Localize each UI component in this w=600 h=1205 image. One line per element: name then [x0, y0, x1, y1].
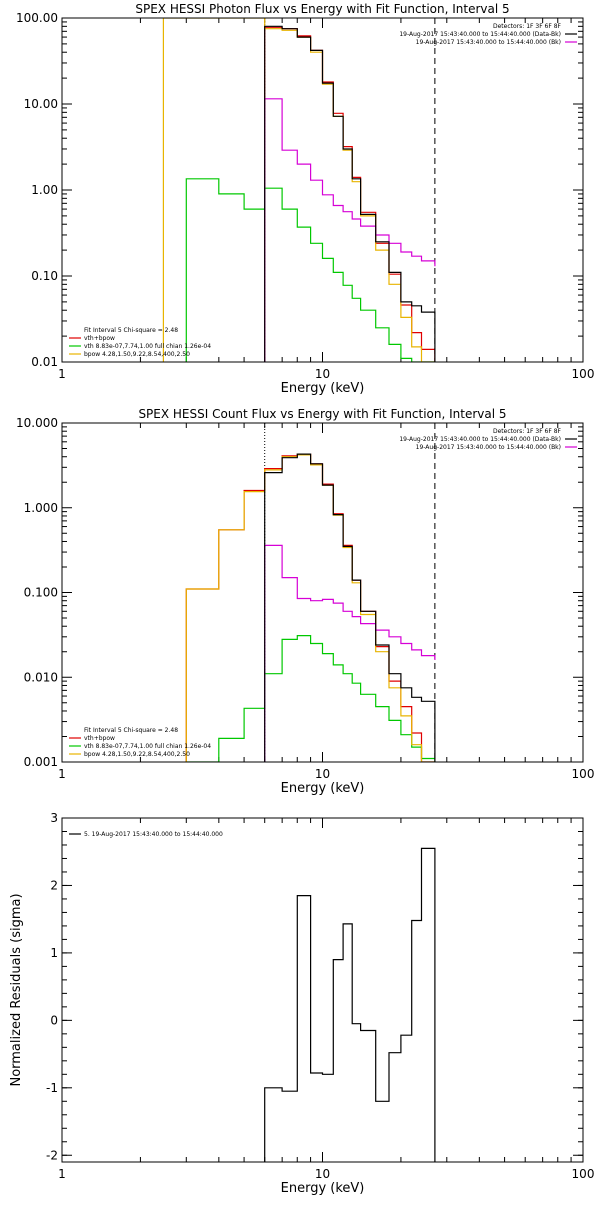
x-tick-label: 1 — [58, 367, 66, 381]
legend-left-entry: bpow 4.28,1.50,9.22,8.54,400,2.50 — [84, 751, 190, 758]
series-step-line — [185, 178, 436, 362]
chart-title: SPEX HESSI Photon Flux vs Energy with Fi… — [135, 2, 509, 16]
legend-right-entry: Detectors: 1F 3F 6F 8F — [493, 23, 562, 30]
plot-area — [185, 423, 436, 762]
series-step-line — [185, 635, 436, 762]
panel-residuals: Energy (keV) Normalized Residuals (sigma)… — [9, 811, 594, 1196]
plot-area — [264, 847, 436, 1162]
y-axis-label: Normalized Residuals (sigma) — [9, 893, 24, 1086]
y-tick-label: 1.000 — [24, 501, 58, 515]
legend-left-entry: vth+bpow — [84, 335, 115, 342]
plot-area — [162, 18, 436, 362]
legend-left-entry: 5. 19-Aug-2017 15:43:40.000 to 15:44:40.… — [84, 831, 223, 838]
plot-frame — [61, 422, 584, 763]
y-tick-label: 0.10 — [31, 269, 58, 283]
x-tick-label: 10 — [315, 367, 330, 381]
y-tick-label: 1.00 — [31, 183, 58, 197]
x-axis-label: Energy (keV) — [281, 1181, 365, 1196]
legend-left-entry: Fit Interval 5 Chi-square = 2.48 — [84, 327, 178, 334]
x-tick-label: 10 — [315, 767, 330, 781]
plot-frame — [61, 17, 584, 363]
y-tick-label: 0.100 — [24, 586, 58, 600]
x-tick-label: 100 — [572, 367, 595, 381]
legend-left-entry: Fit Interval 5 Chi-square = 2.48 — [84, 727, 178, 734]
series-step-line — [264, 847, 436, 1162]
legend-right-entry: 19-Aug-2017 15:43:40.000 to 15:44:40.000… — [416, 39, 561, 46]
y-tick-label: 10.000 — [16, 416, 58, 430]
panel-count: SPEX HESSI Count Flux vs Energy with Fit… — [16, 407, 594, 796]
x-tick-label: 100 — [572, 767, 595, 781]
legend-left-entry: vth 8.83e-07,7.74,1.00 full chian 1.26e-… — [84, 343, 211, 350]
legend-right-entry: 19-Aug-2017 15:43:40.000 to 15:44:40.000… — [416, 444, 561, 451]
legend-right-entry: 19-Aug-2017 15:43:40.000 to 15:44:40.000… — [399, 31, 561, 38]
legend-right-entry: Detectors: 1F 3F 6F 8F — [493, 428, 562, 435]
panel-photon: SPEX HESSI Photon Flux vs Energy with Fi… — [16, 2, 594, 396]
series-step-line — [185, 453, 436, 762]
x-axis-label: Energy (keV) — [281, 781, 365, 796]
plot-frame — [61, 817, 584, 1163]
series-step-line — [264, 25, 436, 362]
x-tick-label: 1 — [58, 1167, 66, 1181]
x-tick-label: 1 — [58, 767, 66, 781]
legend-left-entry: bpow 4.28,1.50,9.22,8.54,400,2.50 — [84, 351, 190, 358]
y-tick-label: 1 — [50, 946, 58, 960]
y-tick-label: -2 — [46, 1148, 58, 1162]
y-tick-label: -1 — [46, 1081, 58, 1095]
y-tick-label: 100.00 — [16, 11, 58, 25]
series-step-line — [264, 453, 436, 762]
legend-left-entry: vth 8.83e-07,7.74,1.00 full chian 1.26e-… — [84, 743, 211, 750]
series-step-line — [185, 454, 436, 762]
y-tick-label: 2 — [50, 878, 58, 892]
y-tick-label: 0.01 — [31, 355, 58, 369]
x-tick-label: 100 — [572, 1167, 595, 1181]
series-step-line — [162, 18, 436, 362]
y-tick-label: 10.00 — [24, 97, 58, 111]
series-step-line — [264, 544, 436, 762]
chart-title: SPEX HESSI Count Flux vs Energy with Fit… — [138, 407, 506, 421]
y-tick-label: 0 — [50, 1013, 58, 1027]
legend-right-entry: 19-Aug-2017 15:43:40.000 to 15:44:40.000… — [399, 436, 561, 443]
x-tick-label: 10 — [315, 1167, 330, 1181]
legend-left-entry: vth+bpow — [84, 735, 115, 742]
y-tick-label: 0.001 — [24, 755, 58, 769]
y-tick-label: 3 — [50, 811, 58, 825]
x-axis-label: Energy (keV) — [281, 381, 365, 396]
series-step-line — [264, 26, 436, 362]
y-tick-label: 0.010 — [24, 670, 58, 684]
series-step-line — [264, 98, 436, 362]
